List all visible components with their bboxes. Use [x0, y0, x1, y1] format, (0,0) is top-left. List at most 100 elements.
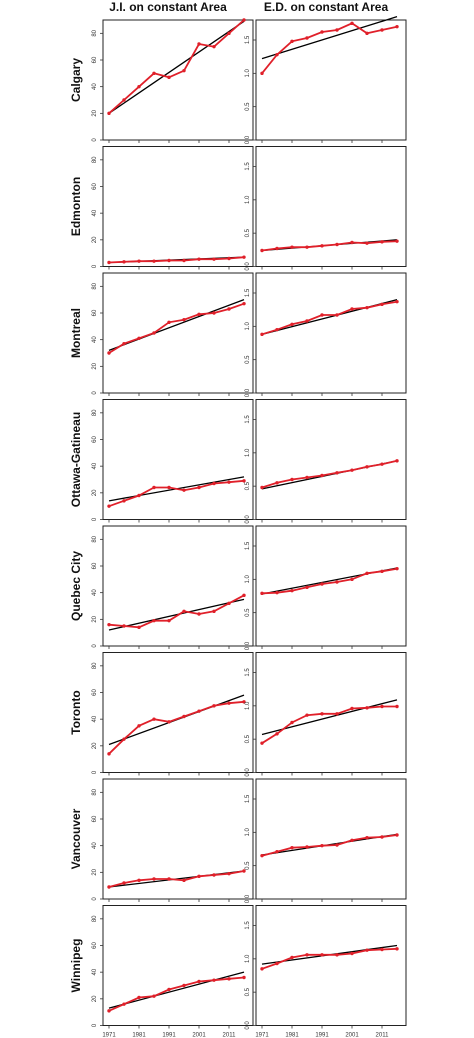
data-point — [212, 609, 216, 614]
data-point — [275, 961, 279, 966]
y-tick-label: 60 — [92, 56, 98, 63]
panel-ed-1: 0.0 0.5 1.0 1.5 — [245, 146, 407, 271]
y-tick-label: 0.5 — [245, 861, 251, 870]
data-point — [122, 737, 126, 741]
data-point — [227, 701, 231, 705]
data-series-line — [261, 459, 398, 489]
data-series-line — [108, 976, 245, 1012]
y-tick-label: 40 — [92, 209, 98, 216]
x-tick-label: 2001 — [345, 1033, 359, 1038]
data-point — [242, 255, 246, 259]
data-point — [350, 240, 354, 245]
data-point — [350, 307, 354, 311]
y-tick-label: 60 — [92, 689, 98, 696]
data-point — [197, 42, 201, 46]
data-point — [365, 465, 369, 469]
column-title-ji: J.I. on constant Area — [109, 0, 227, 14]
data-point — [107, 260, 111, 265]
data-point — [137, 336, 141, 341]
data-point — [167, 485, 171, 490]
data-point — [290, 477, 294, 482]
data-point — [227, 871, 231, 876]
data-series-line — [108, 479, 245, 508]
y-tick-label: 0 — [92, 138, 98, 142]
city-row-0: Calgary 0 20 40 60 80 0.0 0.5 1.0 1.5 — [69, 16, 407, 144]
y-tick-label: 1.5 — [245, 541, 251, 550]
data-point — [350, 21, 354, 26]
city-row-3: Ottawa-Gatineau 0 20 40 60 80 0.0 0.5 1.0 1.5 — [69, 399, 407, 524]
data-point — [212, 44, 216, 49]
data-point — [290, 720, 294, 725]
data-point — [365, 31, 369, 36]
y-tick-label: 1.0 — [245, 828, 251, 837]
data-series-line — [108, 594, 245, 629]
y-tick-label: 1.0 — [245, 448, 251, 457]
data-point — [305, 713, 309, 717]
data-point — [227, 256, 231, 261]
city-label: Calgary — [69, 58, 83, 102]
y-tick-label: 1.0 — [245, 195, 251, 204]
data-point — [197, 312, 201, 317]
panel-ji-3: 0 20 40 60 80 — [92, 399, 254, 523]
y-tick-label: 1.0 — [245, 575, 251, 584]
data-series-line — [108, 700, 245, 755]
data-point — [152, 331, 156, 335]
data-point — [380, 947, 384, 952]
y-tick-label: 60 — [92, 562, 98, 569]
panel-ji-4: 0 20 40 60 80 — [92, 525, 254, 649]
data-point — [395, 459, 399, 463]
y-tick-label: 0.0 — [245, 894, 251, 903]
y-tick-label: 40 — [92, 715, 98, 722]
data-point — [212, 873, 216, 877]
data-point — [305, 953, 309, 957]
data-point — [152, 259, 156, 263]
x-tick-label: 1991 — [162, 1033, 176, 1038]
data-point — [395, 833, 399, 837]
data-point — [137, 625, 141, 630]
data-point — [275, 52, 279, 57]
data-point — [197, 709, 201, 713]
x-tick-label: 1981 — [132, 1033, 146, 1038]
data-series-line — [108, 256, 245, 264]
data-series-line — [261, 22, 398, 74]
y-tick-label: 1.0 — [245, 322, 251, 331]
data-point — [197, 979, 201, 984]
panel-frame — [102, 399, 254, 520]
data-point — [242, 869, 246, 873]
data-point — [305, 475, 309, 480]
data-point — [107, 622, 111, 627]
y-tick-label: 0.0 — [245, 768, 251, 777]
data-point — [290, 588, 294, 593]
panel-ed-5: 0.0 0.5 1.0 1.5 — [245, 652, 407, 777]
data-point — [365, 571, 369, 576]
data-point — [335, 580, 339, 584]
data-point — [227, 977, 231, 981]
data-point — [380, 835, 384, 839]
data-point — [395, 704, 399, 709]
data-point — [305, 319, 309, 323]
data-point — [365, 948, 369, 952]
data-point — [290, 245, 294, 249]
data-point — [152, 877, 156, 881]
data-point — [395, 24, 399, 29]
data-point — [107, 111, 111, 116]
data-point — [260, 591, 264, 596]
y-tick-label: 0.5 — [245, 355, 251, 364]
data-point — [227, 31, 231, 36]
panel-frame — [255, 19, 407, 141]
data-series-line — [261, 834, 398, 857]
panel-ji-6: 0 20 40 60 80 — [92, 778, 254, 902]
panel-ed-7: 0.0 0.5 1.0 1.5 1971 1981 1991 2001 2011 — [245, 905, 407, 1038]
y-tick-label: 0 — [92, 517, 98, 521]
data-point — [350, 706, 354, 711]
fit-line — [261, 16, 398, 60]
data-point — [122, 1002, 126, 1006]
city-label: Toronto — [69, 690, 83, 734]
data-point — [167, 75, 171, 80]
data-point — [167, 877, 171, 881]
data-point — [242, 301, 246, 306]
data-point — [152, 717, 156, 721]
panel-frame — [102, 272, 254, 394]
panel-ji-7: 0 20 40 60 80 1971 1981 1991 2001 2011 — [92, 905, 254, 1038]
data-point — [335, 471, 339, 475]
